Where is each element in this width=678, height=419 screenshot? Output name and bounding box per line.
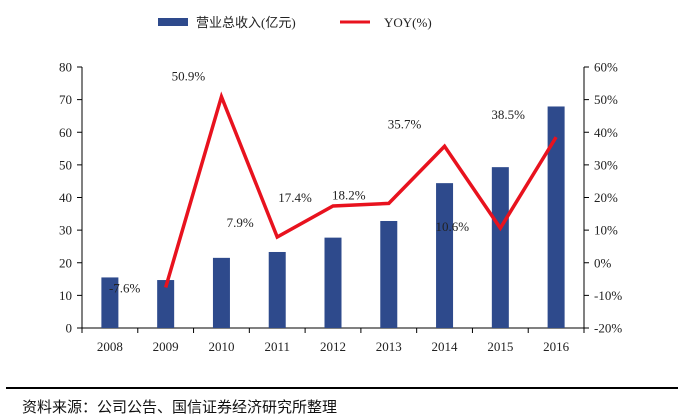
legend-label-revenue: 营业总收入(亿元) bbox=[196, 15, 296, 30]
line-series bbox=[163, 91, 558, 289]
left-axis-tick-label: 50 bbox=[59, 157, 72, 172]
left-axis-tick-label: 20 bbox=[59, 255, 72, 270]
x-axis-tick-label: 2010 bbox=[208, 339, 234, 354]
right-axis-tick-label: 30% bbox=[594, 157, 618, 172]
left-axis-tick-label: 0 bbox=[66, 321, 73, 336]
right-axis-tick-label: 60% bbox=[594, 60, 618, 75]
left-axis-tick-label: 70 bbox=[59, 92, 72, 107]
yoy-data-label: 7.9% bbox=[227, 215, 254, 230]
yoy-data-label: -7.6% bbox=[109, 281, 141, 296]
chart-legend: 营业总收入(亿元) YOY(%) bbox=[158, 15, 432, 30]
x-axis-tick-label: 2016 bbox=[543, 339, 570, 354]
yoy-data-label: 17.4% bbox=[278, 190, 312, 205]
x-axis-tick-label: 2009 bbox=[153, 339, 179, 354]
left-axis-tick-label: 60 bbox=[59, 125, 72, 140]
yoy-data-label: 10.6% bbox=[436, 219, 470, 234]
bar bbox=[268, 251, 286, 328]
left-axis-tick-label: 40 bbox=[59, 190, 72, 205]
left-axis-tick-label: 80 bbox=[59, 60, 72, 75]
legend-swatch-revenue bbox=[158, 18, 188, 26]
right-axis-tick-label: -20% bbox=[594, 321, 622, 336]
bar bbox=[324, 237, 342, 328]
right-axis-tick-label: 40% bbox=[594, 125, 618, 140]
source-note: 资料来源：公司公告、国信证券经济研究所整理 bbox=[22, 398, 338, 416]
bar bbox=[101, 277, 119, 328]
bar bbox=[491, 167, 509, 328]
x-axis-tick-label: 2013 bbox=[376, 339, 402, 354]
source-divider bbox=[6, 387, 678, 389]
yoy-data-label: 35.7% bbox=[388, 116, 422, 131]
right-axis-tick-label: 50% bbox=[594, 92, 618, 107]
right-axis-tick-label: 10% bbox=[594, 223, 618, 238]
bar bbox=[157, 280, 175, 328]
bar bbox=[212, 257, 230, 328]
data-labels: -7.6% 50.9% 7.9% 17.4% 18.2% 35.7% 10.6% 38.5% bbox=[109, 69, 525, 296]
legend-label-yoy: YOY(%) bbox=[384, 15, 432, 30]
bar-series bbox=[101, 106, 565, 328]
x-axis-tick-label: 2011 bbox=[264, 339, 290, 354]
yoy-data-label: 18.2% bbox=[332, 187, 366, 202]
bar bbox=[436, 183, 454, 328]
right-axis-tick-label: 0% bbox=[594, 255, 612, 270]
yoy-data-label: 50.9% bbox=[172, 69, 206, 84]
combo-chart: 营业总收入(亿元) YOY(%) 0 10 20 30 40 50 60 70 80 -20% -1… bbox=[59, 15, 622, 354]
yoy-line bbox=[163, 91, 558, 289]
yoy-data-label: 38.5% bbox=[491, 107, 525, 122]
left-axis-tick-label: 10 bbox=[59, 288, 72, 303]
x-axis-tick-label: 2014 bbox=[432, 339, 459, 354]
right-axis-tick-label: -10% bbox=[594, 288, 622, 303]
x-axis-tick-label: 2008 bbox=[97, 339, 123, 354]
bar bbox=[547, 106, 565, 328]
bar bbox=[380, 220, 398, 328]
x-axis-tick-label: 2015 bbox=[487, 339, 513, 354]
x-axis-tick-label: 2012 bbox=[320, 339, 346, 354]
right-axis-tick-label: 20% bbox=[594, 190, 618, 205]
left-axis-tick-label: 30 bbox=[59, 223, 72, 238]
